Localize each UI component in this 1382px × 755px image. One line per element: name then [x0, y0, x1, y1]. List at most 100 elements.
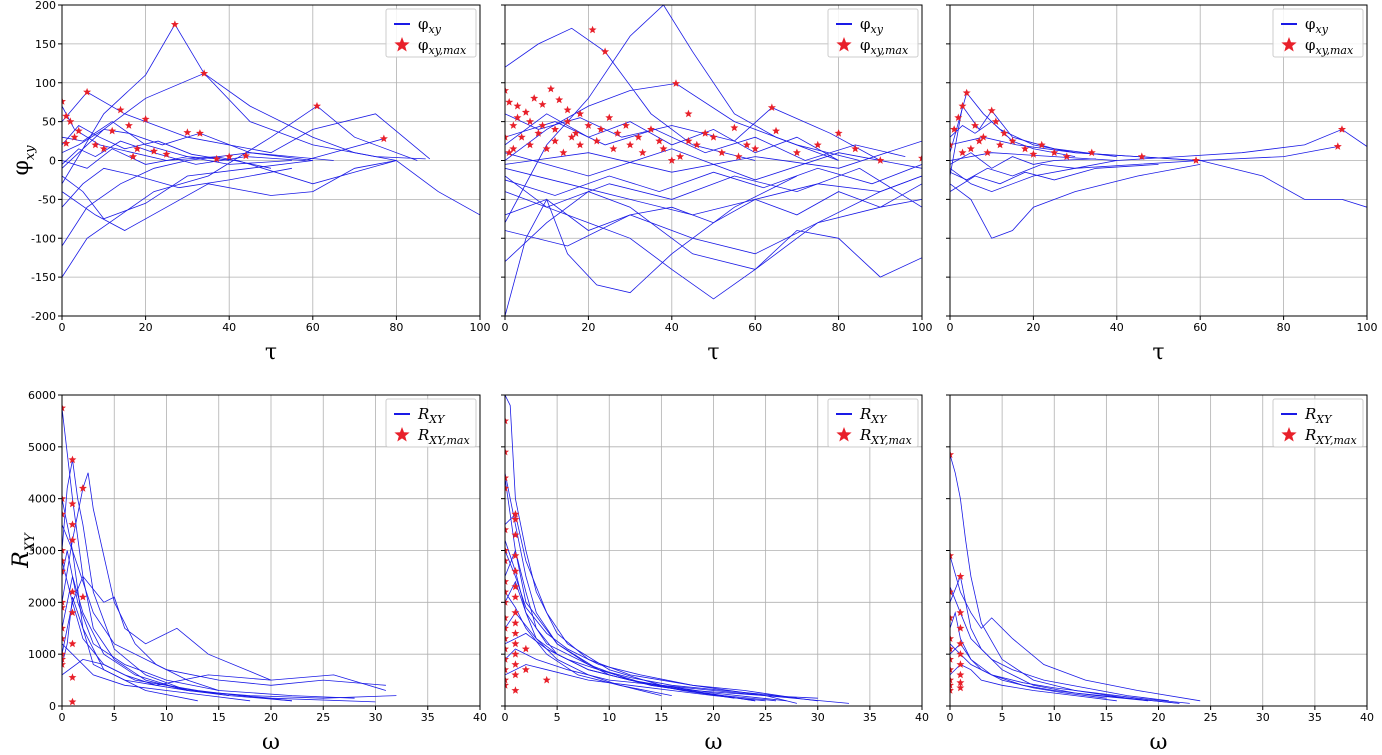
max-star-44 [567, 133, 576, 141]
max-star-2 [958, 101, 967, 110]
x-tick-label: 25 [759, 711, 773, 724]
max-star-22 [241, 151, 250, 160]
legend-label-2: φxy,max [860, 36, 909, 57]
max-star-1 [588, 25, 597, 34]
series-line-7 [505, 167, 922, 208]
x-tick-label: 60 [306, 321, 320, 334]
max-star-32 [813, 140, 822, 149]
max-star-1 [62, 403, 66, 412]
max-star-14 [379, 134, 388, 143]
x-tick-label: 100 [1357, 321, 1378, 334]
max-star-21 [966, 144, 975, 153]
x-tick-label: 80 [832, 321, 846, 334]
series-line-6 [505, 175, 922, 270]
max-star-24 [70, 133, 79, 141]
max-star-18 [950, 681, 954, 689]
max-star-32 [542, 675, 551, 684]
max-star-12 [1021, 144, 1030, 153]
series-line-1 [505, 395, 797, 704]
legend-label-base: φ [418, 15, 429, 33]
series-line-1 [950, 454, 1180, 704]
max-star-5 [116, 105, 125, 114]
x-tick-label: 0 [502, 711, 509, 724]
max-star-9 [950, 140, 954, 149]
legend-label-2: φxy,max [418, 36, 467, 57]
max-star-55 [505, 148, 514, 157]
x-tick-label: 5 [111, 711, 118, 724]
max-star-6 [511, 515, 520, 523]
x-tick-label: 35 [1308, 711, 1322, 724]
legend-label-sub: XY [428, 413, 446, 426]
series-line-4 [950, 160, 1367, 208]
max-star-2 [505, 447, 509, 456]
series-line-6 [62, 550, 355, 699]
max-star-16 [584, 121, 593, 129]
x-tick-label: 15 [654, 711, 668, 724]
max-star-18 [605, 113, 614, 122]
max-star-3 [956, 572, 965, 580]
x-tick-label: 20 [581, 321, 595, 334]
x-tick-label: 0 [59, 711, 66, 724]
max-star-20 [621, 121, 630, 129]
legend-label-base: R [859, 426, 871, 444]
legend-label-1: RXY [417, 405, 446, 426]
max-star-24 [1029, 150, 1038, 158]
max-star-26 [129, 152, 138, 160]
max-star-42 [551, 136, 559, 145]
x-axis-label: ω [1150, 730, 1168, 755]
x-tick-label: 5 [554, 711, 561, 724]
y-axis-label-sub: xy [23, 145, 38, 160]
x-tick-label: 15 [212, 711, 226, 724]
max-star-36 [918, 154, 922, 162]
max-star-20 [162, 150, 171, 158]
max-star-27 [505, 655, 509, 663]
max-star-34 [851, 144, 860, 153]
series-line-2 [62, 72, 397, 169]
series-line-11 [62, 658, 292, 702]
legend-box [1272, 8, 1364, 58]
max-star-13 [563, 105, 572, 114]
max-star-15 [62, 603, 66, 611]
max-star-23 [91, 140, 100, 149]
y-tick-label: 100 [35, 77, 56, 90]
max-star-9 [530, 94, 539, 102]
max-star-19 [956, 683, 965, 692]
y-tick-label: 6000 [28, 389, 56, 402]
x-tick-label: 40 [915, 711, 929, 724]
x-tick-label: 25 [1204, 711, 1218, 724]
legend-label-2: RXY,max [417, 426, 470, 447]
max-star-19 [1338, 125, 1346, 133]
max-star-8 [62, 112, 71, 120]
max-star-19 [99, 144, 108, 153]
max-star-60 [571, 129, 580, 137]
legend-label-sub: xy [429, 23, 442, 36]
max-star-26 [709, 133, 718, 141]
max-star-34 [511, 686, 520, 694]
series-line-2 [62, 459, 376, 703]
legend-label-1: φxy [860, 15, 884, 36]
series-line-3 [505, 513, 787, 702]
y-tick-label: 3000 [28, 545, 56, 558]
max-star-10 [511, 551, 520, 560]
max-star-1 [505, 416, 509, 425]
max-star-19 [613, 129, 622, 137]
series-line-2 [505, 472, 850, 704]
max-star-18 [511, 608, 520, 617]
legend-star-swatch [1281, 427, 1297, 442]
max-star-33 [505, 681, 509, 689]
x-tick-label: 30 [369, 711, 383, 724]
max-star-11 [124, 121, 133, 129]
max-star-56 [513, 113, 522, 122]
x-tick-label: 20 [1152, 711, 1166, 724]
legend-label-sub: xy,max [871, 44, 909, 57]
series-line-8 [950, 121, 1076, 157]
max-star-16 [68, 608, 77, 617]
max-star-25 [505, 644, 509, 653]
max-star-3 [83, 87, 92, 96]
series-line-2 [505, 27, 756, 161]
legend-label-1: φxy [418, 15, 442, 36]
max-star-11 [546, 84, 555, 93]
x-tick-label: 60 [1193, 321, 1207, 334]
